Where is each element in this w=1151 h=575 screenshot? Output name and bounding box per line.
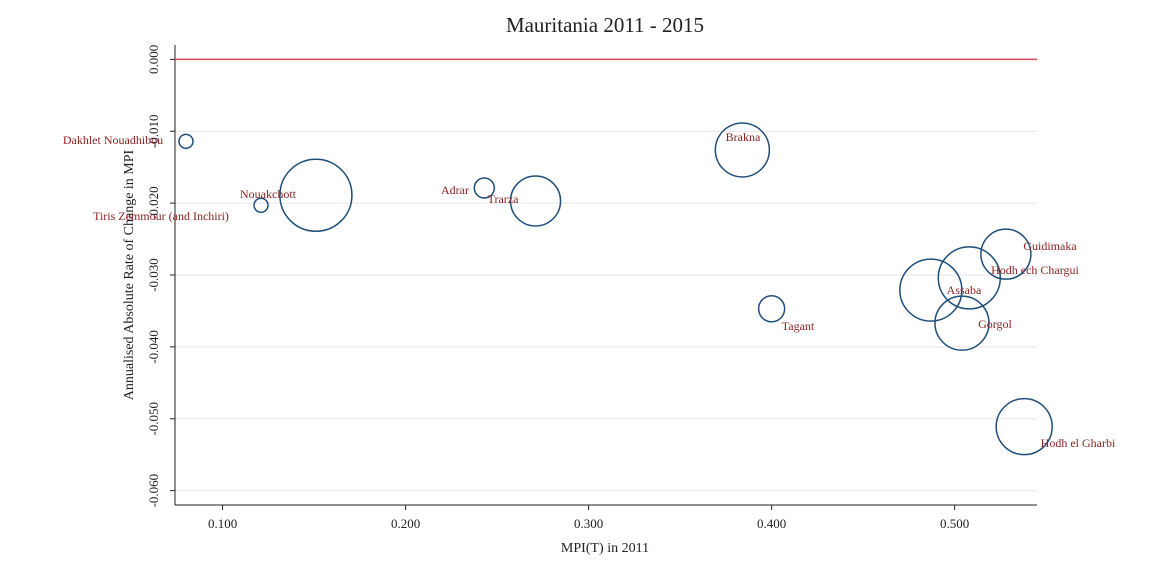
point-label: Hodh el Gharbi bbox=[1041, 436, 1116, 450]
bubble bbox=[178, 133, 194, 150]
point-label: Nouakchott bbox=[240, 187, 297, 201]
point-label: Gorgol bbox=[978, 317, 1012, 331]
point-label: Dakhlet Nouadhibou bbox=[63, 133, 163, 147]
y-tick-label: -0.030 bbox=[146, 258, 161, 292]
bubble bbox=[509, 175, 562, 227]
point-label: Hodh ech Chargui bbox=[991, 263, 1079, 277]
point-label: Adrar bbox=[441, 183, 469, 197]
x-axis-label: MPI(T) in 2011 bbox=[561, 541, 649, 556]
y-tick-label: -0.040 bbox=[146, 330, 161, 364]
y-axis-label: Annualised Absolute Rate of Change in MP… bbox=[122, 149, 137, 400]
point-label: Tagant bbox=[782, 319, 815, 333]
y-tick-label: -0.010 bbox=[146, 114, 161, 148]
bubble bbox=[757, 295, 786, 323]
y-tick-label: -0.020 bbox=[146, 186, 161, 220]
point-label: Assaba bbox=[947, 283, 982, 297]
bubble bbox=[279, 158, 353, 232]
x-tick-label: 0.100 bbox=[208, 516, 237, 531]
y-tick-label: 0.000 bbox=[146, 45, 161, 74]
point-label: Trarza bbox=[488, 192, 520, 206]
x-tick-label: 0.500 bbox=[940, 516, 969, 531]
bubble bbox=[934, 295, 990, 351]
chart-title: Mauritania 2011 - 2015 bbox=[506, 13, 704, 37]
bubble bbox=[995, 397, 1053, 456]
bubble bbox=[899, 258, 963, 322]
bubble bbox=[253, 197, 269, 214]
point-label: Brakna bbox=[726, 130, 761, 144]
point-label: Tiris Zemmour (and Inchiri) bbox=[93, 209, 229, 223]
bubble bbox=[473, 177, 496, 199]
bubble bbox=[714, 122, 771, 178]
x-tick-label: 0.200 bbox=[391, 516, 420, 531]
point-label: Guidimaka bbox=[1023, 239, 1077, 253]
y-tick-label: -0.050 bbox=[146, 402, 161, 436]
bubble bbox=[980, 228, 1032, 280]
x-tick-label: 0.400 bbox=[757, 516, 786, 531]
x-tick-label: 0.300 bbox=[574, 516, 603, 531]
y-tick-label: -0.060 bbox=[146, 474, 161, 508]
